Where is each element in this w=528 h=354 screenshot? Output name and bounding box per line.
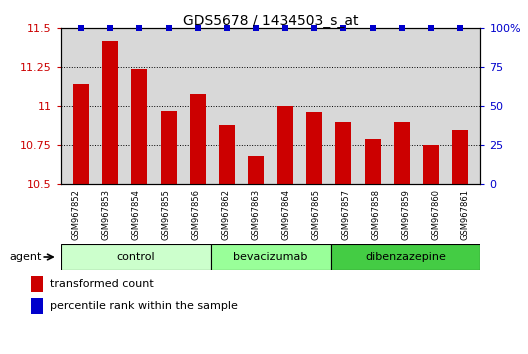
FancyBboxPatch shape (211, 244, 331, 270)
Bar (248, 156, 264, 184)
Bar (306, 113, 322, 184)
Bar (73, 84, 89, 184)
Bar (161, 111, 176, 184)
Text: GSM967865: GSM967865 (311, 189, 320, 240)
Text: GSM967859: GSM967859 (401, 189, 410, 240)
Text: GSM967858: GSM967858 (371, 189, 380, 240)
Text: GSM967854: GSM967854 (131, 189, 140, 240)
Text: GSM967855: GSM967855 (161, 189, 170, 240)
Text: GSM967861: GSM967861 (461, 189, 470, 240)
Bar (31, 276, 43, 292)
Text: GSM967860: GSM967860 (431, 189, 440, 240)
Bar (131, 69, 147, 184)
Text: GSM967852: GSM967852 (71, 189, 80, 240)
Text: control: control (116, 252, 155, 262)
Text: agent: agent (9, 252, 42, 262)
Bar (394, 122, 410, 184)
Text: transformed count: transformed count (50, 279, 154, 289)
Text: percentile rank within the sample: percentile rank within the sample (50, 301, 238, 310)
Bar (423, 145, 439, 184)
Bar (31, 297, 43, 314)
Bar (102, 41, 118, 184)
Text: GSM967864: GSM967864 (281, 189, 290, 240)
Bar (277, 106, 293, 184)
FancyBboxPatch shape (331, 244, 480, 270)
Bar (190, 94, 206, 184)
Bar (365, 139, 381, 184)
Text: GSM967856: GSM967856 (191, 189, 200, 240)
Text: GSM967857: GSM967857 (341, 189, 350, 240)
Text: GSM967862: GSM967862 (221, 189, 230, 240)
Text: dibenzazepine: dibenzazepine (365, 252, 446, 262)
Text: GDS5678 / 1434503_s_at: GDS5678 / 1434503_s_at (183, 14, 359, 28)
Bar (335, 122, 352, 184)
Text: GSM967863: GSM967863 (251, 189, 260, 240)
FancyBboxPatch shape (61, 244, 211, 270)
Bar (219, 125, 235, 184)
Bar (452, 130, 468, 184)
Text: GSM967853: GSM967853 (101, 189, 110, 240)
Text: bevacizumab: bevacizumab (233, 252, 308, 262)
